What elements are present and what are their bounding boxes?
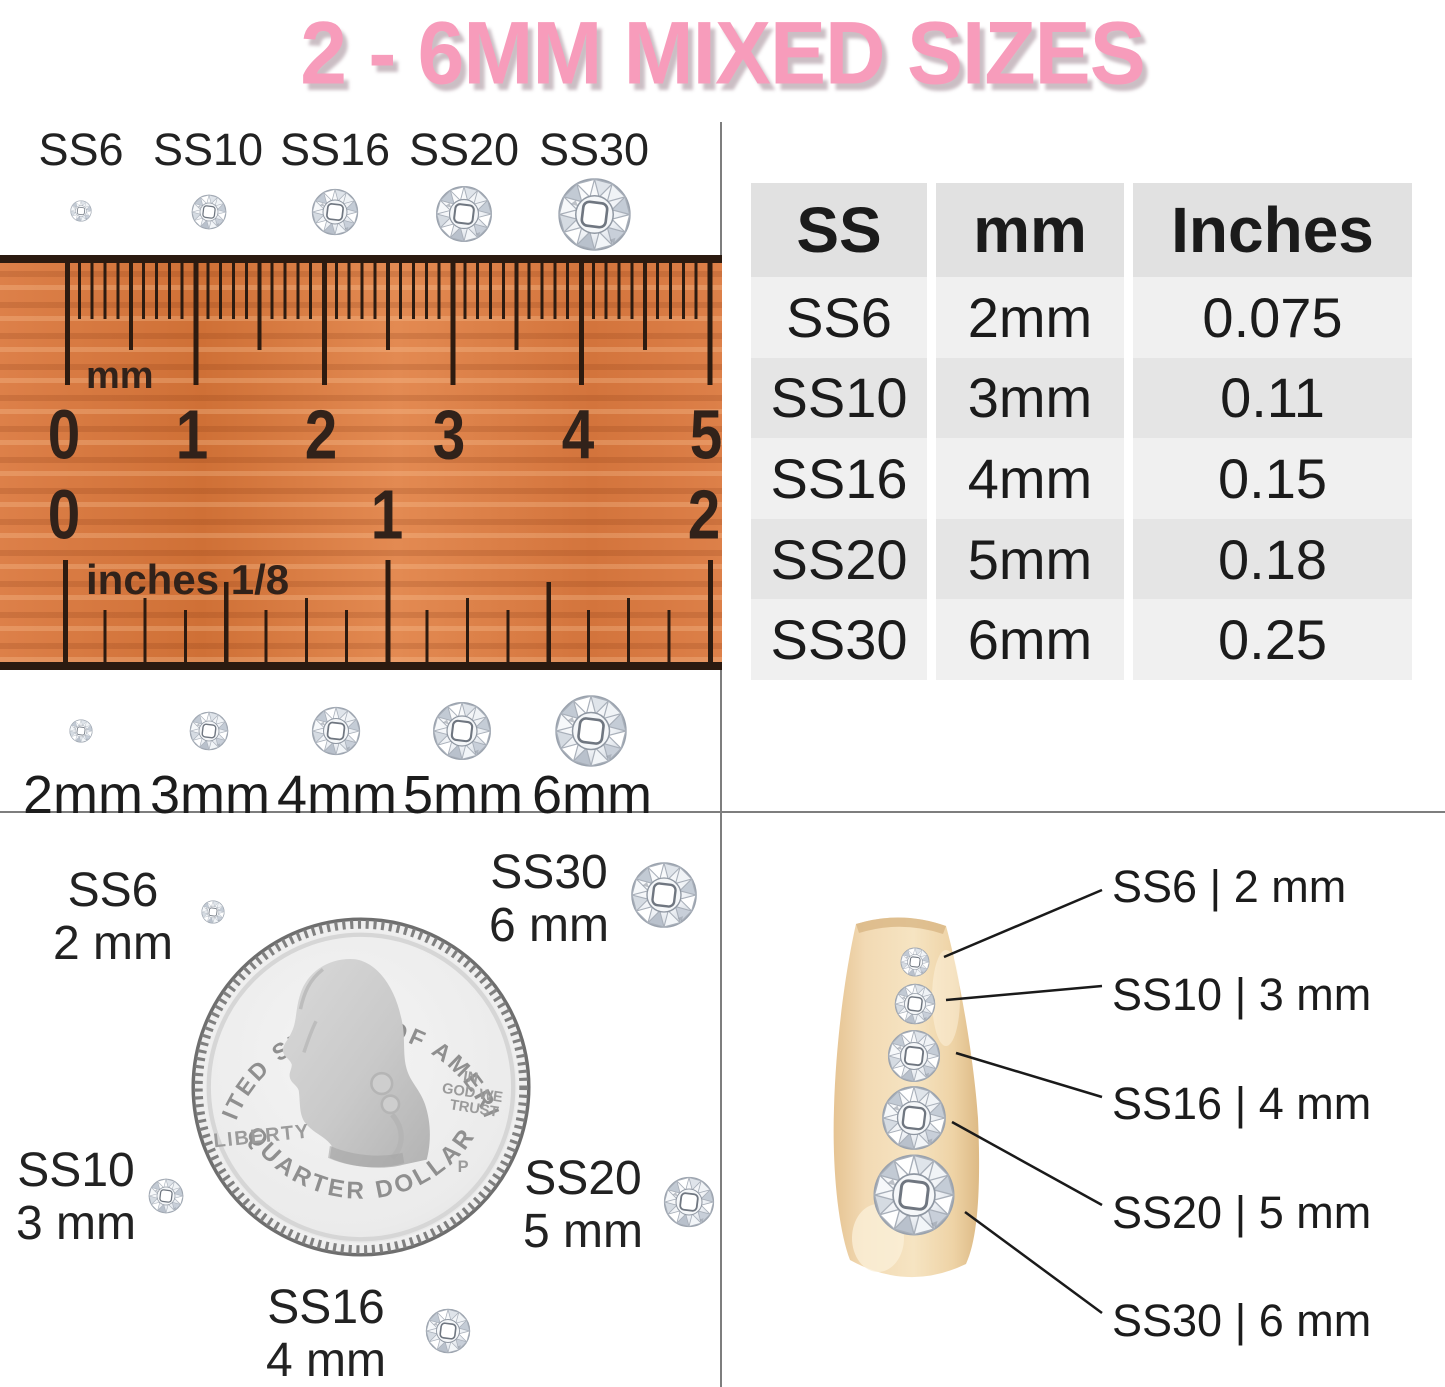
rhinestone-icon [630,861,698,929]
ruler-eighthinch-ticks [63,610,715,662]
rhinestone-icon [900,947,930,977]
coin-size-label: SS16 4 mm [266,1281,386,1387]
table-cell: SS20 [751,518,927,600]
rhinestone-icon [435,185,493,243]
mm-size-label: 3mm [150,765,270,825]
table-cell: SS10 [751,357,927,439]
ruler-number: 0 [47,396,81,474]
ruler-number: 2 [687,476,721,554]
table-cell: 6mm [936,599,1124,680]
rhinestone-icon [432,701,492,761]
mm-size-label: 4mm [277,765,397,825]
horizontal-divider [0,811,1445,813]
table-cell: 5mm [936,518,1124,600]
table-header-ss: SS [751,183,927,277]
size-conversion-table: SS mm Inches SS6 2mm 0.075 SS10 3mm 0.11… [751,183,1412,680]
ruler-number: 2 [304,396,338,474]
ruler-number: 4 [561,396,595,474]
ruler: mm 0 1 2 3 4 5 0 1 2 inches 1/8 [0,255,722,670]
rhinestone-icon [148,1178,184,1214]
table-cell: SS16 [751,438,927,519]
coin-motto-line: IN [462,1069,479,1087]
coin-size-mm: 5 mm [523,1205,643,1258]
quarter-coin: UNITED STATES OF AMERICA QUARTER DOLLAR … [188,914,531,1257]
rhinestone-icon [894,983,936,1025]
mm-size-label: 6mm [532,765,652,825]
table-cell: SS30 [751,599,927,680]
coin-mint-mark: P [458,1158,469,1176]
table-cell: 4mm [936,438,1124,519]
mm-size-label: 2mm [23,765,143,825]
table-header-mm: mm [936,183,1124,277]
table-cell: SS6 [751,277,927,358]
table-cell: 0.25 [1133,599,1412,680]
nail-size-label: SS6 | 2 mm [1112,861,1347,912]
rhinestone-icon [554,694,628,768]
table-cell: 0.075 [1133,277,1412,358]
nail-size-label: SS30 | 6 mm [1112,1295,1372,1346]
table-cell: 2mm [936,277,1124,358]
ruler-number: 3 [432,396,466,474]
rhinestone-icon [663,1176,715,1228]
coin-size-ss: SS10 [17,1144,135,1197]
ruler-mm-ticks [65,263,716,319]
rhinestone-icon [191,194,227,230]
ruler-number: 5 [689,396,723,474]
rhinestone-icon [557,177,632,252]
table-cell: 3mm [936,357,1124,439]
coin-size-mm: 4 mm [266,1334,386,1387]
nail-size-label: SS20 | 5 mm [1112,1187,1372,1238]
coin-size-mm: 6 mm [489,899,609,952]
ruler-number: 1 [175,396,209,474]
mm-size-label: 5mm [403,765,523,825]
rhinestone-icon [425,1308,471,1354]
coin-size-label: SS6 2 mm [53,864,173,970]
ss-size-label: SS6 [38,124,124,175]
rhinestone-icon [311,706,361,756]
ss-size-label: SS16 [279,124,391,175]
coin-size-label: SS20 5 mm [523,1152,643,1258]
page-title: 2 - 6MM MIXED SIZES [300,3,1145,103]
coin-size-label: SS30 6 mm [489,846,609,952]
nail-size-label: SS16 | 4 mm [1112,1078,1372,1129]
ss-size-label: SS30 [538,124,650,175]
coin-size-ss: SS20 [524,1152,642,1205]
coin-size-ss: SS30 [490,846,608,899]
coin-size-ss: SS6 [67,864,159,917]
coin-motto-line: TRUST [449,1097,500,1120]
rhinestone-icon [70,200,92,222]
rhinestone-icon [69,719,93,743]
coin-size-mm: 3 mm [16,1197,136,1250]
rhinestone-icon [887,1029,941,1083]
table-cell: 0.15 [1133,438,1412,519]
ss-size-label: SS10 [152,124,264,175]
table-cell: 0.11 [1133,357,1412,439]
table-cell: 0.18 [1133,518,1412,600]
ss-size-label: SS20 [408,124,520,175]
coin-size-ss: SS16 [267,1281,385,1334]
ruler-number: 1 [370,476,404,554]
ruler-mm-unit: mm [86,355,154,397]
nail-size-label: SS10 | 3 mm [1112,969,1372,1020]
rhinestone-icon [881,1085,947,1151]
ruler-number: 0 [47,476,81,554]
table-header-inches: Inches [1133,183,1412,277]
rhinestone-icon [189,711,229,751]
ruler-inch-unit: inches 1/8 [86,556,290,603]
rhinestone-icon [873,1154,955,1236]
vertical-divider [720,122,722,1387]
rhinestone-icon [201,900,225,924]
rhinestone-icon [311,188,359,236]
coin-size-label: SS10 3 mm [16,1144,136,1250]
coin-size-mm: 2 mm [53,917,173,970]
